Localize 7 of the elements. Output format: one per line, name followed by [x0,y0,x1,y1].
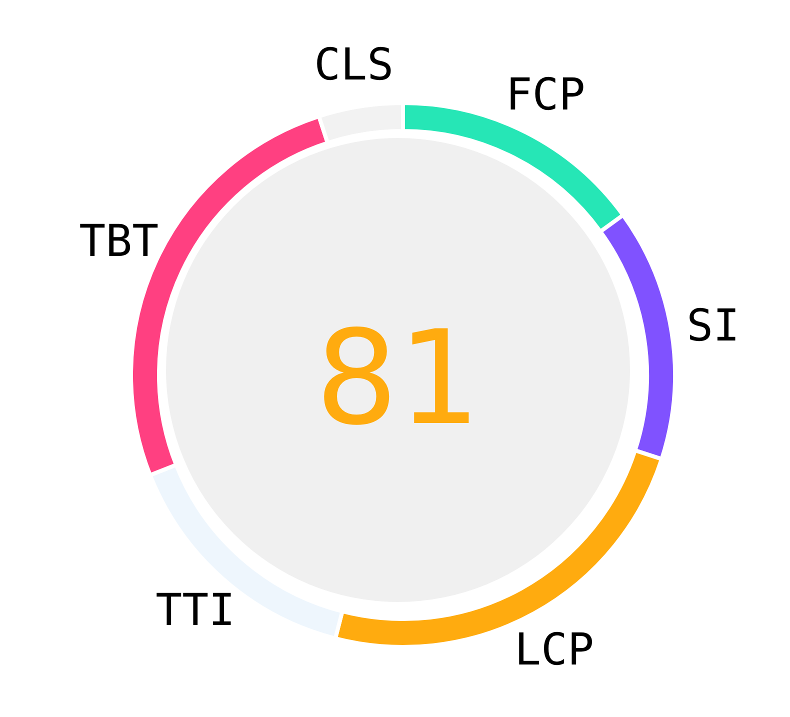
slice-label: FCP [506,70,586,121]
text: 81 [315,302,481,454]
slice-label: TTI [156,585,236,636]
slice-label: CLS [314,39,394,90]
slice-label: LCP [514,624,594,676]
slice-label: SI [686,300,740,352]
slice-label: TBT [79,216,159,267]
